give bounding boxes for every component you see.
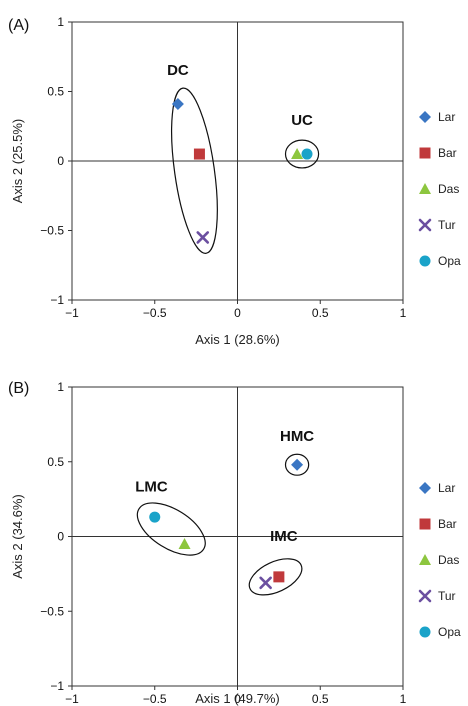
y-tick-label: 0.5 (47, 85, 64, 99)
x-tick-label: 0 (234, 692, 241, 706)
cluster-label-dc: DC (167, 62, 189, 79)
legend-marker-tur (418, 589, 432, 603)
x-tick-label: −0.5 (143, 306, 167, 320)
cluster-label-uc: UC (291, 112, 313, 129)
chart-panel-a: (A) −1 −0.5 0 0.5 1 1 0.5 0 −0.5 −1 Axis 1 (28.6%) A… (8, 15, 461, 347)
legend-marker-lar (419, 111, 431, 123)
cluster-label-lmc: LMC (135, 479, 168, 496)
legend-label-opa: Opa (438, 254, 461, 268)
y-tick-label: 0 (57, 530, 64, 544)
data-point-bar (273, 571, 285, 583)
legend-label-tur: Tur (438, 218, 456, 232)
x-tick-label: 1 (400, 306, 407, 320)
y-tick-label: 1 (57, 15, 64, 29)
x-tick-label: 0.5 (312, 692, 329, 706)
legend-label-das: Das (438, 182, 459, 196)
legend-label-opa: Opa (438, 625, 461, 639)
cluster-ellipse-lmc (136, 502, 206, 556)
cluster-label-hmc: HMC (280, 428, 314, 445)
legend-label-tur: Tur (438, 589, 456, 603)
x-axis-label: Axis 1 (49.7%) (195, 691, 280, 706)
legend-marker-opa (419, 255, 431, 267)
cluster-ellipse-imc (248, 558, 303, 596)
panel-label: (A) (8, 17, 29, 34)
cluster-ellipse-dc (171, 87, 218, 254)
y-tick-label: 0 (57, 154, 64, 168)
legend-marker-opa (419, 626, 431, 638)
legend-marker-das (419, 183, 431, 194)
chart-panel-b: (B) −1 −0.5 0 0.5 1 1 0.5 0 −0.5 −1 Axis 1 (49.7%) A… (8, 380, 461, 706)
data-point-lar (171, 98, 184, 111)
data-point-lar (291, 458, 304, 471)
legend-label-bar: Bar (438, 146, 457, 160)
data-point-opa (301, 148, 313, 160)
data-point-opa (149, 511, 161, 523)
x-tick-label: −0.5 (143, 692, 167, 706)
data-point-tur (196, 231, 210, 244)
x-tick-label: 1 (400, 692, 407, 706)
legend-marker-bar (419, 518, 431, 530)
y-tick-label: 1 (57, 380, 64, 394)
data-point-bar (193, 148, 205, 160)
cluster-label-imc: IMC (270, 528, 298, 545)
cluster-ellipse-uc (284, 139, 320, 169)
data-point-das (291, 148, 304, 160)
panel-label: (B) (8, 380, 29, 397)
cluster-ellipse-hmc (284, 453, 310, 476)
y-tick-label: 0.5 (47, 455, 64, 469)
legend-label-lar: Lar (438, 481, 455, 495)
legend-marker-das (419, 554, 431, 565)
y-axis-label: Axis 2 (25.5%) (10, 119, 25, 204)
legend-label-lar: Lar (438, 110, 455, 124)
y-tick-label: −0.5 (40, 604, 64, 618)
data-point-tur (259, 576, 272, 590)
y-tick-label: −1 (50, 679, 64, 693)
x-tick-label: 0 (234, 306, 241, 320)
x-axis-label: Axis 1 (28.6%) (195, 332, 280, 347)
x-tick-label: −1 (65, 306, 79, 320)
legend-label-bar: Bar (438, 517, 457, 531)
legend-marker-lar (419, 482, 431, 494)
legend-marker-bar (419, 147, 431, 159)
x-tick-label: −1 (65, 692, 79, 706)
y-axis-label: Axis 2 (34.6%) (10, 494, 25, 579)
y-tick-label: −1 (50, 293, 64, 307)
legend-marker-tur (418, 218, 432, 232)
y-tick-label: −0.5 (40, 224, 64, 238)
data-point-das (178, 537, 191, 549)
x-tick-label: 0.5 (312, 306, 329, 320)
legend-label-das: Das (438, 553, 459, 567)
